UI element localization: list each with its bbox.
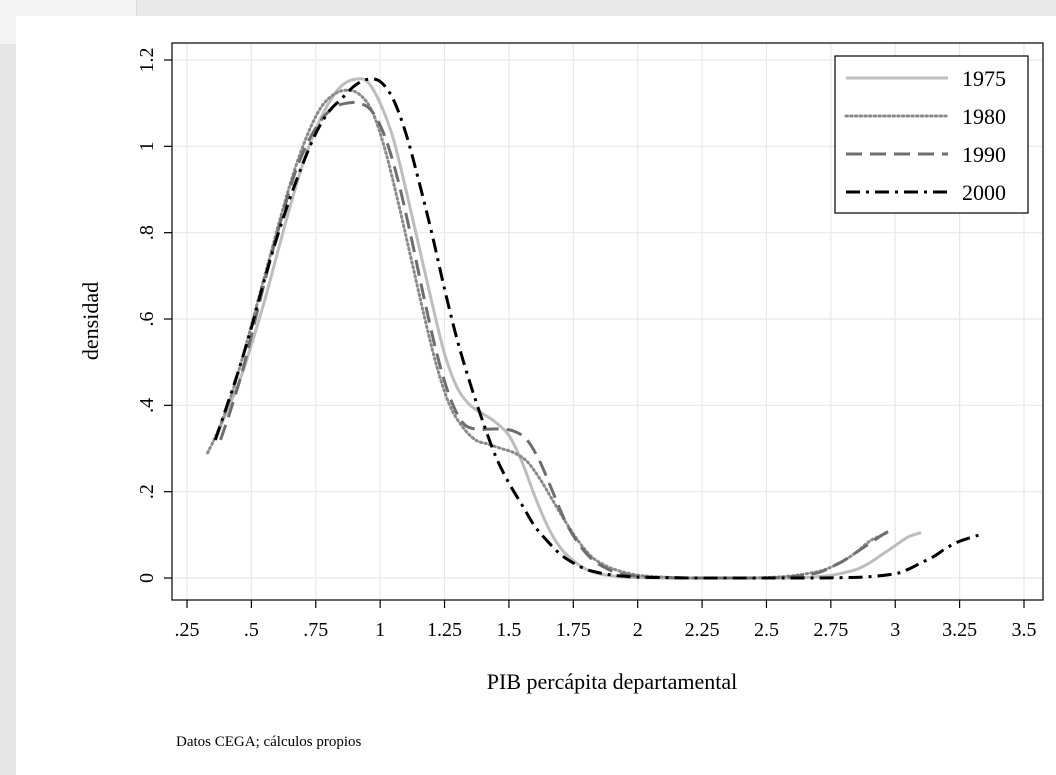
y-tick-label: .4	[136, 398, 158, 413]
y-tick-label: .6	[136, 312, 158, 327]
y-tick-label: 0	[136, 573, 158, 583]
x-axis-title: PIB percápita departamental	[487, 669, 737, 694]
source-note: Datos CEGA; cálculos propios	[176, 734, 362, 750]
legend-box	[834, 55, 1029, 214]
x-tick-label: 3.5	[1012, 619, 1037, 641]
y-tick-label: .2	[136, 484, 158, 499]
y-tick-label: 1.2	[136, 48, 158, 73]
legend-label-2000: 2000	[962, 180, 1006, 205]
legend-label-1980: 1980	[962, 104, 1006, 129]
series-line-2000	[213, 77, 981, 580]
legend-label-1990: 1990	[962, 142, 1006, 167]
x-tick-label: 1.75	[556, 619, 591, 641]
x-tick-label: .75	[303, 619, 328, 641]
y-tick-label: 1	[136, 141, 158, 151]
legend: 1975 1980 1990 2000	[834, 55, 1029, 214]
x-tick-label: 3	[890, 619, 900, 641]
window-top-strip	[0, 0, 1056, 16]
axis-ticks: .25 .5 .75 1 1.25 1.5 1.75 2 2.25 2.5 2.75 3 3.25 3.5…	[136, 48, 1037, 642]
window-left-strip	[0, 0, 16, 775]
x-tick-label: .5	[244, 619, 259, 641]
x-tick-label: 2.75	[813, 619, 848, 641]
legend-label-1975: 1975	[962, 66, 1006, 91]
x-tick-label: 3.25	[942, 619, 977, 641]
x-tick-label: 2.5	[754, 619, 779, 641]
x-tick-label: 1	[375, 619, 385, 641]
y-tick-label: .8	[136, 225, 158, 240]
y-axis-title: densidad	[78, 282, 103, 360]
x-tick-label: 1.5	[496, 619, 521, 641]
x-tick-label: 2	[633, 619, 643, 641]
x-tick-label: .25	[175, 619, 200, 641]
x-tick-label: 2.25	[685, 619, 720, 641]
x-tick-label: 1.25	[427, 619, 462, 641]
series-lines	[206, 77, 981, 580]
